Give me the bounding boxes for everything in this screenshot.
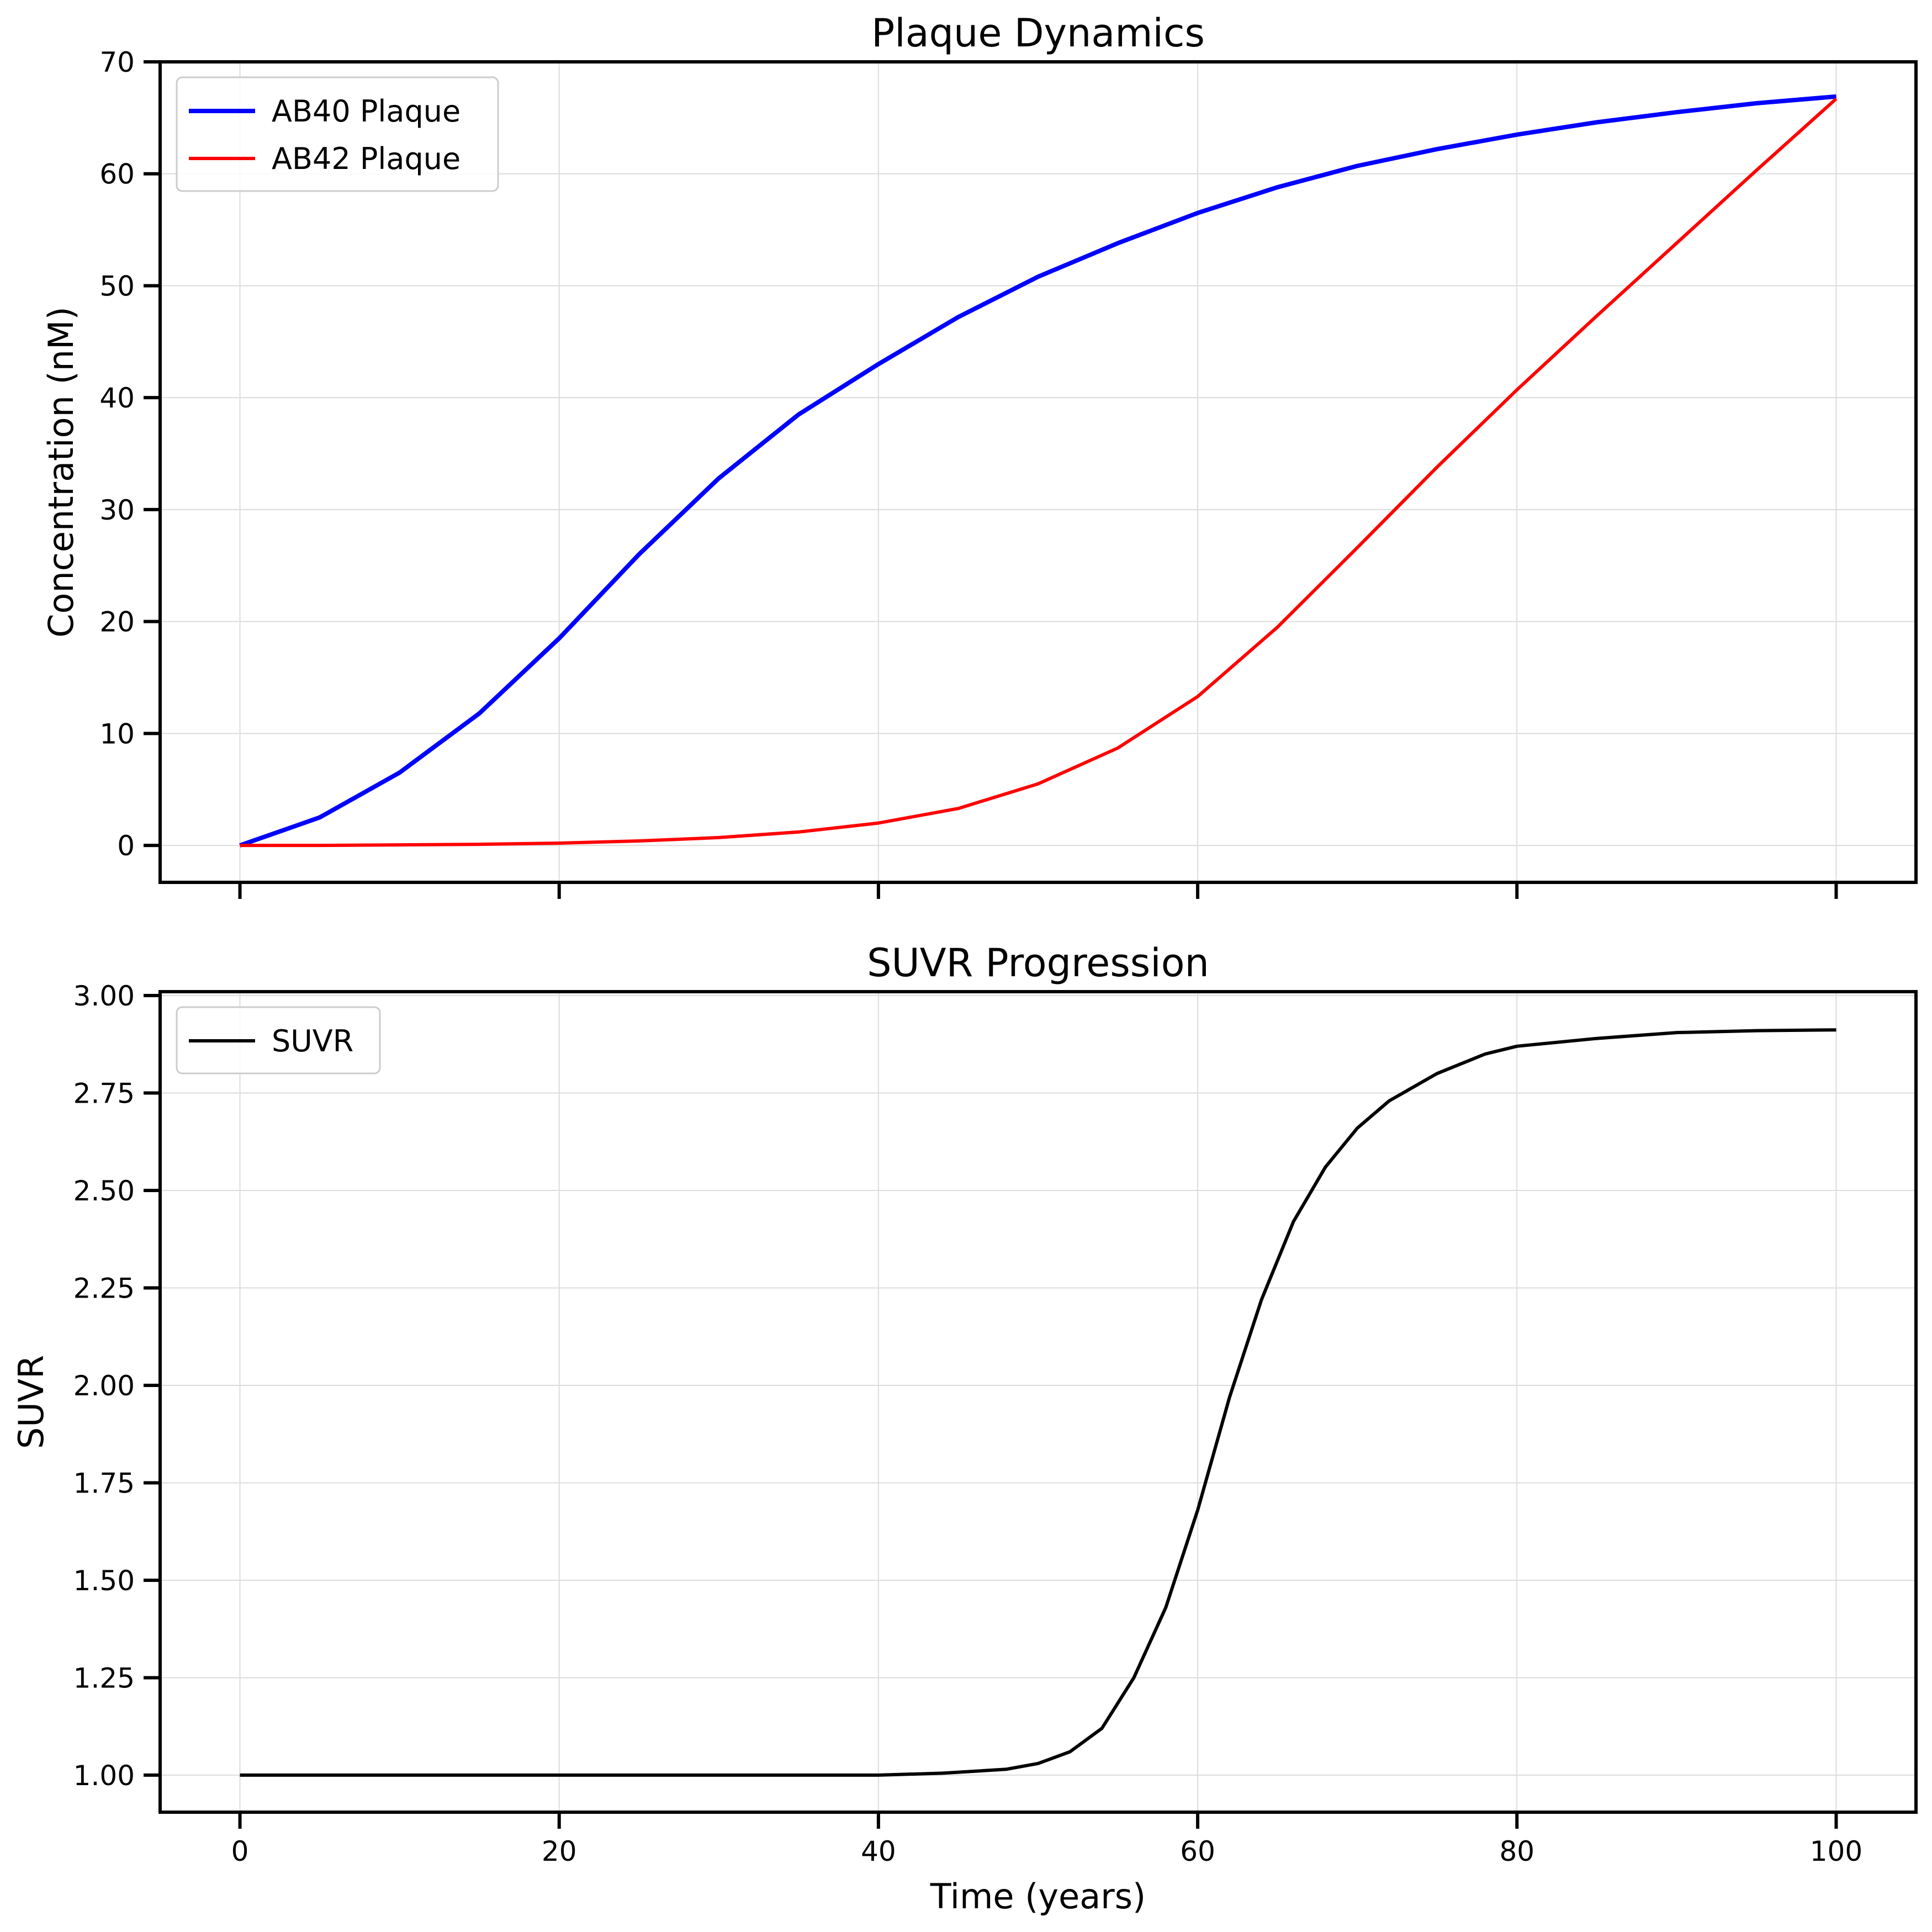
y-tick-label: 70 [99, 46, 135, 78]
x-tick-label: 40 [861, 1835, 896, 1867]
y-axis-label: SUVR [11, 1355, 51, 1449]
y-tick-label: 1.25 [73, 1662, 135, 1694]
x-tick-label: 60 [1180, 1835, 1215, 1867]
chart-title: SUVR Progression [867, 940, 1209, 986]
legend: AB40 Plaque AB42 Plaque [176, 76, 499, 192]
y-tick-label: 60 [99, 158, 135, 190]
y-tick-label: 10 [99, 718, 135, 750]
y-tick-label: 1.75 [73, 1467, 135, 1499]
y-tick-label: 0 [117, 830, 135, 862]
legend-label: SUVR [272, 1024, 353, 1058]
x-tick-label: 20 [542, 1835, 577, 1867]
series-line-ab40-plaque [239, 94, 1836, 848]
y-tick-label: 3.00 [73, 980, 135, 1012]
y-tick-label: 2.00 [73, 1370, 135, 1402]
x-axis-label: Time (years) [930, 1876, 1146, 1917]
x-tick-label: 100 [1810, 1835, 1862, 1867]
y-tick-label: 40 [99, 382, 135, 414]
y-tick-label: 50 [99, 270, 135, 302]
series-line-ab42-plaque [240, 97, 1838, 848]
suvr-progression-panel: 0 20 40 60 80 100 1.00 1.25 1.50 1.75 2.00 2.25 2.50… [11, 940, 1918, 1917]
y-axis-label: Concentration (nM) [41, 306, 81, 637]
plaque-dynamics-panel: 0 10 20 30 40 50 60 70 Plaque Dynamics Concentrat… [41, 10, 1918, 899]
y-tick-label: 2.75 [73, 1078, 135, 1110]
axes-frame [158, 990, 1918, 1814]
y-tick-label: 1.00 [73, 1760, 135, 1792]
y-tick-label: 30 [99, 494, 135, 526]
axes-frame [158, 60, 1918, 884]
x-tick-label: 80 [1499, 1835, 1534, 1867]
legend-label: AB42 Plaque [272, 141, 460, 176]
y-tick-label: 2.50 [73, 1175, 135, 1207]
legend: SUVR [176, 1006, 381, 1074]
y-tick-label: 1.50 [73, 1565, 135, 1597]
legend-box [176, 76, 499, 192]
legend-label: AB40 Plaque [272, 94, 460, 129]
x-tick-label: 0 [231, 1835, 249, 1867]
series-line-suvr [240, 1028, 1836, 1777]
chart-title: Plaque Dynamics [871, 10, 1205, 56]
y-tick-label: 20 [99, 606, 135, 638]
y-tick-label: 2.25 [73, 1273, 135, 1305]
legend-box [176, 1006, 381, 1074]
